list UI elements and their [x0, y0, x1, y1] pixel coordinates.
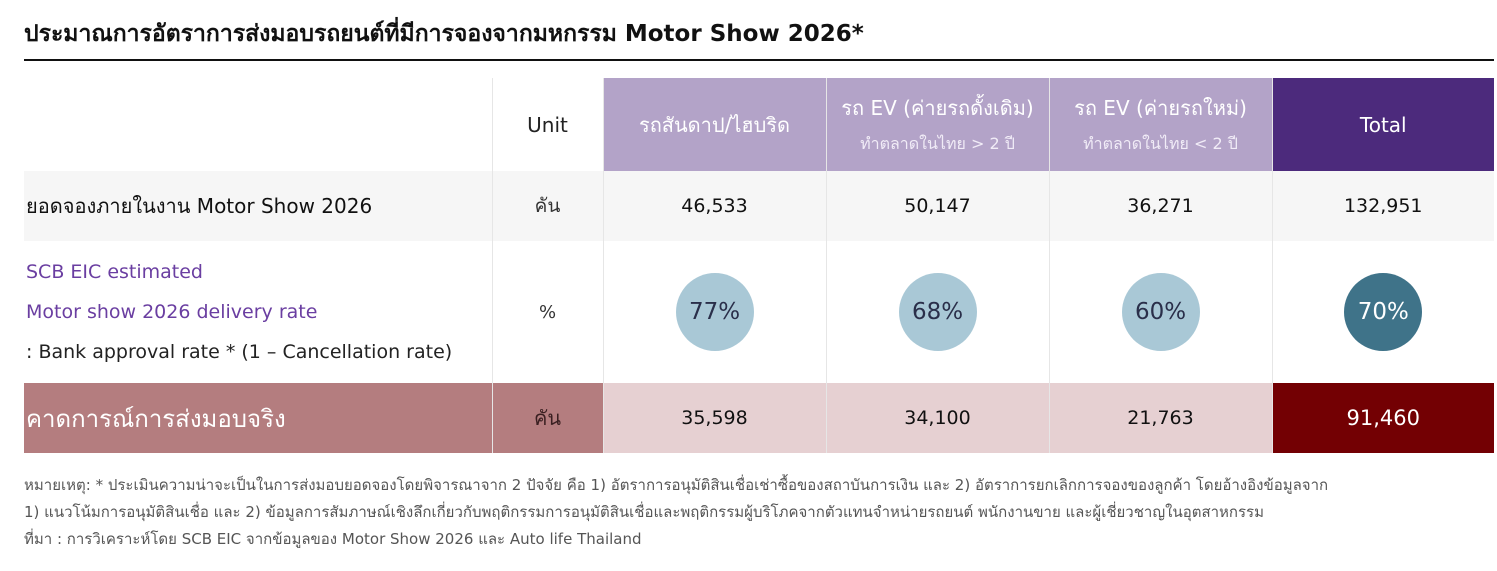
- header-ice-hybrid-label: รถสันดาป/ไฮบริด: [638, 112, 791, 137]
- rate-ev-new-badge: 60%: [1121, 273, 1200, 351]
- rate-ice-hybrid-badge: 77%: [675, 273, 754, 351]
- forecast-unit: คัน: [492, 383, 604, 453]
- bookings-total: 132,951: [1272, 171, 1494, 241]
- header-ev-new: รถ EV (ค่ายรถใหม่) ทำตลาดในไทย < 2 ปี: [1049, 78, 1273, 171]
- bookings-ev-legacy: 50,147: [826, 171, 1050, 241]
- forecast-ev-legacy: 34,100: [826, 383, 1050, 453]
- header-ev-legacy-label: รถ EV (ค่ายรถดั้งเดิม): [841, 96, 1034, 120]
- rate-label-formula: : Bank approval rate * (1 – Cancellation…: [26, 341, 453, 363]
- table-header-row: Unit รถสันดาป/ไฮบริด รถ EV (ค่ายรถดั้งเด…: [24, 78, 1494, 171]
- rate-ev-legacy-cell: 68%: [826, 241, 1050, 383]
- rate-unit: %: [492, 241, 604, 383]
- page-title: ประมาณการอัตราการส่งมอบรถยนต์ที่มีการจอง…: [24, 21, 864, 47]
- forecast-total: 91,460: [1272, 383, 1494, 453]
- bookings-ice-hybrid: 46,533: [603, 171, 827, 241]
- header-unit: Unit: [491, 78, 604, 171]
- delivery-estimate-table: Unit รถสันดาป/ไฮบริด รถ EV (ค่ายรถดั้งเด…: [24, 78, 1494, 453]
- rate-label-line2: Motor show 2026 delivery rate: [26, 301, 318, 323]
- footnote-line1: หมายเหตุ: * ประเมินความน่าจะเป็นในการส่ง…: [24, 476, 1329, 494]
- bookings-label: ยอดจองภายในงาน Motor Show 2026: [24, 171, 493, 241]
- rate-label-line1: SCB EIC estimated: [26, 261, 203, 283]
- bookings-unit: คัน: [492, 171, 604, 241]
- footnote-line2: 1) แนวโน้มการอนุมัติสินเชื่อ และ 2) ข้อม…: [24, 503, 1264, 521]
- rate-ev-legacy-badge: 68%: [898, 273, 977, 351]
- forecast-label: คาดการณ์การส่งมอบจริง: [24, 383, 493, 453]
- rate-label: SCB EIC estimated Motor show 2026 delive…: [24, 241, 493, 383]
- table-row-forecast: คาดการณ์การส่งมอบจริง คัน 35,598 34,100 …: [24, 383, 1494, 453]
- header-blank-cell: [24, 78, 493, 171]
- header-ev-legacy: รถ EV (ค่ายรถดั้งเดิม) ทำตลาดในไทย > 2 ป…: [826, 78, 1050, 171]
- table-row-delivery-rate: SCB EIC estimated Motor show 2026 delive…: [24, 241, 1494, 383]
- rate-ice-hybrid-cell: 77%: [603, 241, 827, 383]
- header-ev-legacy-sublabel: ทำตลาดในไทย > 2 ปี: [860, 134, 1015, 153]
- header-total: Total: [1272, 78, 1494, 171]
- forecast-ev-new: 21,763: [1049, 383, 1273, 453]
- rate-ev-new-cell: 60%: [1049, 241, 1273, 383]
- rate-total-badge: 70%: [1344, 273, 1423, 351]
- header-ev-new-label: รถ EV (ค่ายรถใหม่): [1074, 96, 1247, 120]
- bookings-ev-new: 36,271: [1049, 171, 1273, 241]
- table-row-bookings: ยอดจองภายในงาน Motor Show 2026 คัน 46,53…: [24, 171, 1494, 241]
- source-note: ที่มา : การวิเคราะห์โดย SCB EIC จากข้อมู…: [24, 530, 642, 548]
- rate-total-cell: 70%: [1272, 241, 1494, 383]
- title-divider: [24, 59, 1494, 61]
- forecast-ice-hybrid: 35,598: [603, 383, 827, 453]
- header-ev-new-sublabel: ทำตลาดในไทย < 2 ปี: [1083, 134, 1238, 153]
- footnotes: หมายเหตุ: * ประเมินความน่าจะเป็นในการส่ง…: [24, 472, 1484, 553]
- header-ice-hybrid: รถสันดาป/ไฮบริด: [603, 78, 827, 171]
